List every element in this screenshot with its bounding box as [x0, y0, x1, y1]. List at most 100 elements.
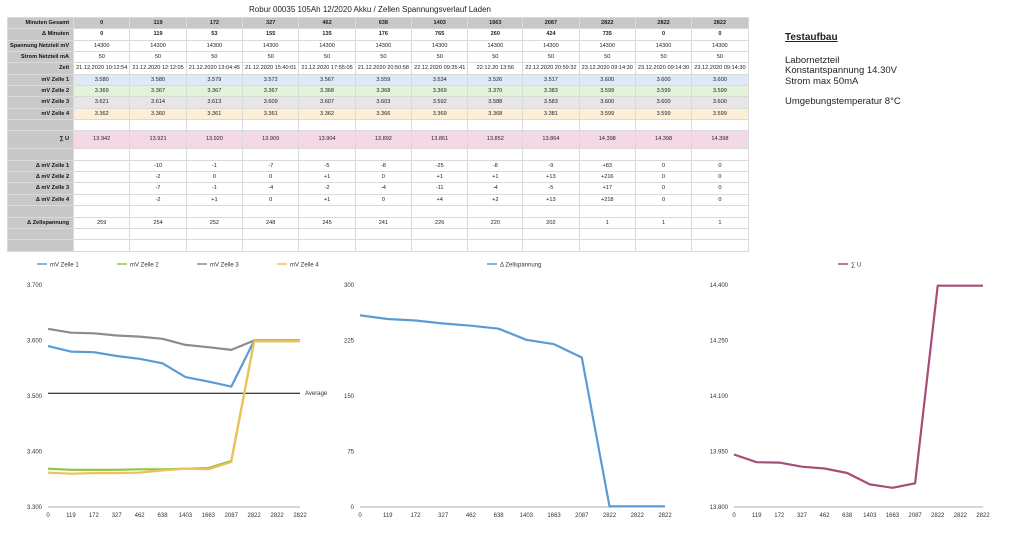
table-cell: -7 — [242, 159, 300, 173]
table-row: mV Zelle 3 3.621 3.614 3.613 3.609 3.607 3.603… — [6, 96, 749, 109]
table-cell: 3.600 — [634, 73, 693, 87]
table-cell: 0 — [354, 193, 413, 207]
table-cell — [73, 182, 131, 195]
table-cell: -5 — [298, 159, 356, 173]
row-label — [6, 205, 75, 218]
y-tick-label: 13.800 — [710, 505, 729, 511]
table-cell — [691, 227, 749, 241]
table-cell: 3.362 — [73, 107, 131, 121]
row-label — [6, 239, 75, 252]
x-tick-label: 638 — [842, 513, 853, 519]
table-cell: 50 — [411, 51, 469, 64]
table-cell: 3.572 — [242, 73, 300, 87]
table-cell — [73, 227, 131, 241]
x-tick-label: 2822 — [293, 513, 307, 519]
table-cell: +216 — [578, 171, 636, 184]
table-cell: 2822 — [578, 16, 636, 30]
table-cell: 3.367 — [129, 85, 187, 98]
table-cell — [73, 171, 131, 184]
table-cell — [578, 119, 636, 132]
table-cell: +2 — [467, 193, 524, 207]
series-line — [47, 339, 300, 388]
x-tick-label: 2087 — [225, 513, 239, 519]
table-cell — [467, 119, 524, 132]
row-label: mV Zelle 1 — [6, 73, 75, 87]
table-cell: 3.599 — [634, 107, 693, 121]
y-tick-label: 14.400 — [710, 283, 729, 289]
table-cell: 50 — [242, 51, 300, 64]
table-cell: +13 — [522, 193, 580, 207]
table-cell — [185, 227, 244, 241]
table-cell: 22.12.20 13:56 — [467, 62, 524, 75]
row-label — [6, 119, 75, 132]
test-setup-line: Umgebungstemperatur 8°C — [785, 96, 901, 107]
x-tick-label: 2822 — [270, 513, 284, 519]
table-cell: 21.12.2020 20:50:58 — [354, 62, 413, 75]
table-cell: 3.369 — [411, 85, 469, 98]
row-label: Zeit — [6, 62, 75, 75]
table-cell — [354, 148, 413, 161]
table-cell — [354, 119, 413, 132]
table-cell — [691, 239, 749, 252]
table-cell: 14300 — [411, 39, 469, 53]
table-cell: 21.12.2020 13:04:45 — [185, 62, 244, 75]
test-setup-line: Strom max 50mA — [785, 75, 859, 87]
table-cell: 13.904 — [298, 130, 356, 150]
y-tick-label: 3.300 — [27, 505, 43, 511]
table-cell: 0 — [691, 28, 749, 41]
x-tick-label: 462 — [135, 513, 146, 519]
table-cell: 50 — [691, 51, 749, 64]
table-row: mV Zelle 1 3.580 3.580 3.579 3.572 3.567 3.559… — [6, 73, 749, 87]
table-cell — [185, 119, 244, 132]
table-cell: 0 — [634, 28, 693, 41]
table-cell: +1 — [185, 193, 244, 207]
table-cell: 3.588 — [467, 96, 524, 109]
table-cell: 3.599 — [634, 85, 693, 98]
table-row — [6, 227, 749, 241]
x-tick-label: 638 — [158, 513, 169, 519]
row-label — [6, 148, 75, 161]
table-cell: 3.600 — [691, 73, 749, 87]
table-cell: 254 — [129, 216, 187, 229]
x-tick-label: 2822 — [603, 513, 617, 519]
table-cell: 3.368 — [354, 85, 413, 98]
table-cell: 23.12.2020 09:14:30 — [634, 62, 693, 75]
table-cell — [73, 148, 131, 161]
row-label: mV Zelle 2 — [6, 85, 75, 98]
series-line — [47, 327, 300, 352]
table-cell: 14300 — [129, 39, 187, 53]
sheet-title: Robur 00035 105Ah 12/2020 Akku / Zellen … — [249, 5, 491, 14]
table-cell: 3.369 — [411, 107, 469, 121]
table-cell: 327 — [242, 16, 300, 30]
table-cell: 3.599 — [691, 107, 749, 121]
table-cell: -1 — [185, 159, 244, 173]
table-cell: -8 — [354, 159, 413, 173]
table-row: Zeit 21.12.2020 10:12:54 21.12.2020 12:12:… — [6, 62, 749, 75]
table-cell: -11 — [411, 182, 469, 195]
table-row: ∑ U 13.942 13.921 13.920 13.909 13.904 13.892 1… — [6, 130, 749, 150]
table-cell: 14.398 — [691, 130, 749, 150]
series-line — [47, 339, 300, 471]
test-setup-heading: Testaufbau — [785, 32, 838, 43]
table-cell: 3.369 — [73, 85, 131, 98]
table-cell: 3.567 — [298, 73, 356, 87]
y-tick-label: 13.950 — [710, 450, 729, 456]
table-cell: 14.398 — [634, 130, 693, 150]
x-tick-label: 119 — [752, 513, 762, 519]
table-cell: 3.367 — [242, 85, 300, 98]
table-cell: 13.852 — [467, 130, 524, 150]
table-cell: 3.362 — [298, 107, 356, 121]
table-cell: 14300 — [522, 39, 580, 53]
table-cell — [467, 148, 524, 161]
x-tick-label: 0 — [46, 513, 50, 519]
table-cell: +1 — [298, 171, 356, 184]
table-cell: 202 — [522, 216, 580, 229]
table-row: Strom Netzteil mA 50 50 50 50 50 50 50 50 50 50 50 5… — [6, 51, 749, 64]
table-cell — [354, 227, 413, 241]
row-label: Δ Zellspannung — [6, 216, 75, 229]
table-cell: 252 — [185, 216, 244, 229]
table-cell: 3.579 — [185, 73, 244, 87]
table-cell: 3.361 — [185, 107, 244, 121]
table-cell: +13 — [522, 171, 580, 184]
table-cell — [691, 205, 749, 218]
